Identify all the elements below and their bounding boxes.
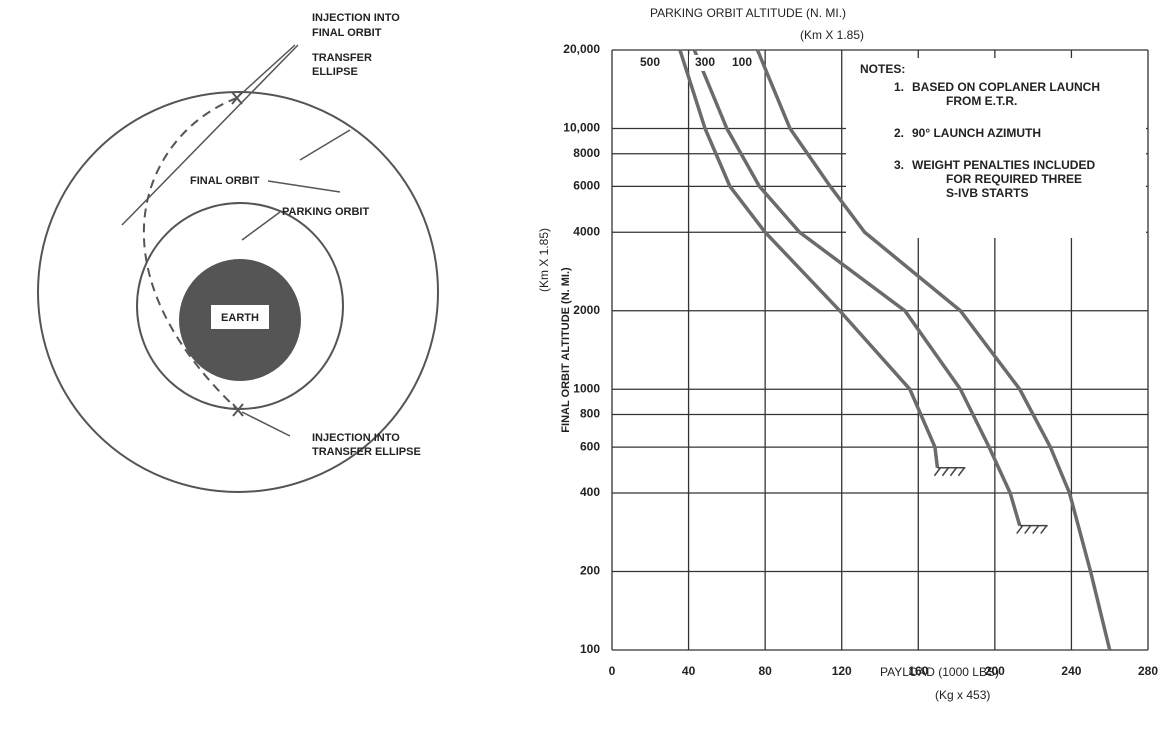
y-tick-label: 4000 <box>573 224 600 238</box>
ground-symbol <box>934 468 965 476</box>
y-tick-label: 400 <box>580 485 600 499</box>
diagram-label: TRANSFER <box>312 52 372 64</box>
x-axis-unit: (Kg x 453) <box>935 688 990 702</box>
y-tick-label: 1000 <box>573 381 600 395</box>
x-axis-label: PAYLOAD (1000 LBS) <box>880 665 999 679</box>
note-text: S-IVB STARTS <box>946 186 1028 200</box>
y-tick-label: 100 <box>580 642 600 656</box>
diagram-label: FINAL ORBIT <box>312 27 382 39</box>
diagram-label: INJECTION INTO <box>312 12 400 24</box>
y-tick-label: 800 <box>580 407 600 421</box>
y-tick-label: 2000 <box>573 303 600 317</box>
note-text: 3. <box>894 158 904 172</box>
x-tick-label: 240 <box>1061 664 1081 678</box>
earth-label: EARTH <box>221 312 259 324</box>
chart-title: PARKING ORBIT ALTITUDE (N. MI.) <box>650 6 846 20</box>
series-name: 300 <box>695 55 715 69</box>
y-axis-label: FINAL ORBIT ALTITUDE (N. MI.) <box>560 267 572 433</box>
note-text: WEIGHT PENALTIES INCLUDED <box>912 158 1095 172</box>
chart-title-unit: (Km X 1.85) <box>800 28 864 42</box>
diagram-label: ELLIPSE <box>312 66 358 78</box>
x-tick-label: 200 <box>985 664 1005 678</box>
note-text: 2. <box>894 126 904 140</box>
diagram-label: INJECTION INTO <box>312 432 400 444</box>
y-tick-label: 6000 <box>573 179 600 193</box>
y-tick-label: 600 <box>580 439 600 453</box>
diagram-label: FINAL ORBIT <box>190 175 260 187</box>
note-text: 90° LAUNCH AZIMUTH <box>912 126 1041 140</box>
series-name: 500 <box>640 55 660 69</box>
x-tick-label: 40 <box>682 664 696 678</box>
note-text: FROM E.T.R. <box>946 94 1017 108</box>
y-tick-label: 8000 <box>573 146 600 160</box>
plot: 0 40 80 120 160 200 240 280 100 200 400 600 800 1000 2… <box>563 42 1158 678</box>
ground-symbol <box>1017 526 1048 534</box>
x-tick-label: 0 <box>609 664 616 678</box>
diagram-label: TRANSFER ELLIPSE <box>312 446 421 458</box>
y-tick-label: 10,000 <box>563 121 600 135</box>
x-tick-label: 80 <box>758 664 772 678</box>
series-name: 100 <box>732 55 752 69</box>
note-text: FOR REQUIRED THREE <box>946 172 1082 186</box>
figure: EARTH INJECTION INTO FINAL ORBIT TRANSFE… <box>0 0 1173 741</box>
x-tick-label: 160 <box>908 664 928 678</box>
orbit-diagram <box>38 45 438 492</box>
x-tick-label: 120 <box>832 664 852 678</box>
note-text: BASED ON COPLANER LAUNCH <box>912 80 1100 94</box>
y-tick-label: 20,000 <box>563 42 600 56</box>
x-tick-label: 280 <box>1138 664 1158 678</box>
note-text: 1. <box>894 80 904 94</box>
diagram-label: PARKING ORBIT <box>282 206 369 218</box>
notes-heading: NOTES: <box>860 62 905 76</box>
page: EARTH INJECTION INTO FINAL ORBIT TRANSFE… <box>0 0 1173 741</box>
y-axis-unit: (Km X 1.85) <box>537 228 551 292</box>
y-tick-label: 200 <box>580 564 600 578</box>
